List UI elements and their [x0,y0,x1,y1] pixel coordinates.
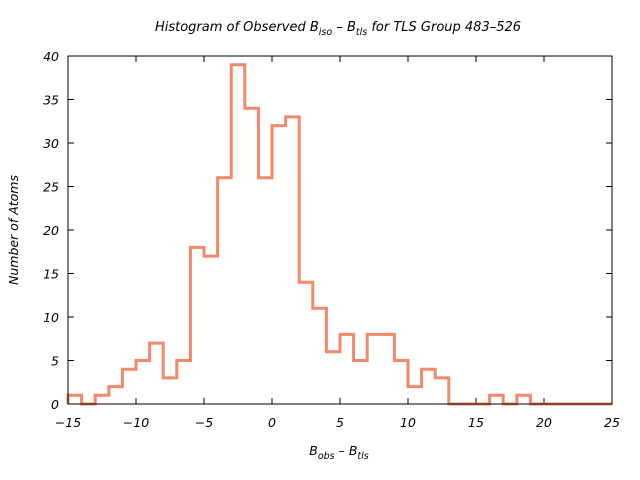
x-tick-label: 20 [536,415,552,430]
x-tick-label: −5 [195,415,213,430]
y-tick-label: 0 [51,397,59,412]
x-tick-label: −15 [55,415,81,430]
y-tick-label: 25 [43,180,59,195]
y-tick-label: 20 [43,223,59,238]
x-axis-label: Bobs – Btls [309,443,369,462]
y-tick-label: 35 [43,93,59,108]
x-tick-label: 5 [336,415,344,430]
x-tick-label: −10 [123,415,149,430]
y-tick-label: 10 [43,310,59,325]
chart-title: Histogram of Observed Biso – Btls for TL… [155,20,521,38]
x-tick-label: 15 [468,415,484,430]
x-tick-label: 10 [400,415,416,430]
y-axis-label: Number of Atoms [6,175,21,285]
x-tick-label: 0 [268,415,276,430]
x-tick-label: 25 [604,415,620,430]
tick-labels: −15 −10 −5 0 5 10 15 20 25 0 5 10 15 20 25 30 35 40 [43,49,620,430]
histogram-series-line [66,63,612,406]
plot-frame [67,55,613,405]
y-tick-label: 40 [43,49,59,64]
y-tick-label: 30 [43,136,59,151]
y-tick-label: 5 [51,354,59,369]
y-tick-label: 15 [43,267,59,282]
